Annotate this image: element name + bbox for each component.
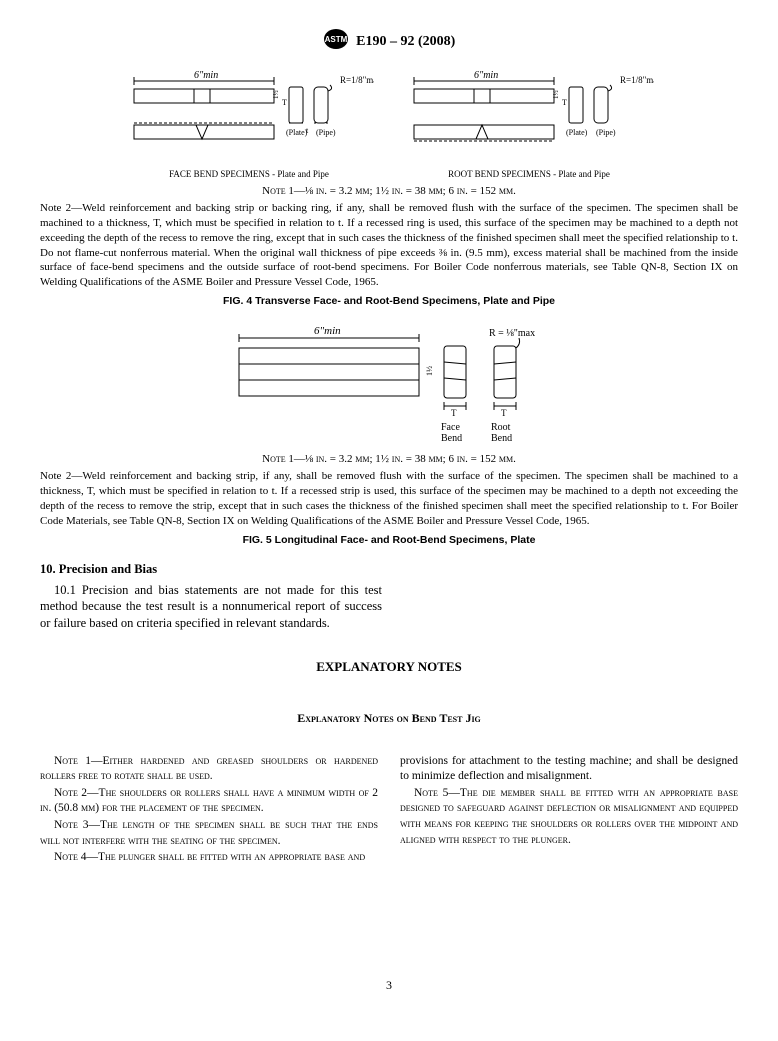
expl-note-5: Note 5—The die member shall be fitted wi… — [400, 786, 738, 848]
explanatory-subtitle: Explanatory Notes on Bend Test Jig — [40, 710, 738, 726]
explanatory-left: Note 1—Either hardened and greased shoul… — [40, 754, 378, 867]
svg-text:1½: 1½ — [552, 90, 560, 99]
svg-text:T: T — [562, 98, 567, 107]
fig5-note1: Note 1—⅛ in. = 3.2 mm; 1½ in. = 38 mm; 6… — [40, 452, 738, 467]
fig5-r: R = ⅛"max — [489, 328, 535, 339]
svg-text:1½: 1½ — [272, 90, 280, 99]
fig4-r-label: R=1/8"max — [340, 75, 374, 85]
svg-text:T: T — [451, 408, 457, 418]
astm-logo-icon: ASTM — [323, 28, 349, 57]
doc-header: ASTM E190 – 92 (2008) — [40, 28, 738, 57]
svg-text:1½: 1½ — [425, 366, 434, 376]
svg-text:Bend: Bend — [441, 433, 462, 444]
svg-text:(Plate): (Plate) — [566, 128, 588, 137]
fig4-right: 6"min R=1/8"max T (Plate) (Pipe) 1½ ROOT… — [404, 67, 654, 180]
fig5-root: Root — [491, 422, 511, 433]
fig4-pipe: (Pipe) — [316, 128, 336, 137]
fig4-note2: Note 2—Weld reinforcement and backing st… — [40, 201, 738, 290]
doc-designation: E190 – 92 (2008) — [356, 33, 455, 52]
fig4-left-dim: 6"min — [194, 70, 218, 81]
explanatory-title: EXPLANATORY NOTES — [40, 658, 738, 676]
fig5-note2: Note 2—Weld reinforcement and backing st… — [40, 469, 738, 528]
section-10-para: 10.1 Precision and bias statements are n… — [40, 582, 382, 633]
fig5-face: Face — [441, 422, 460, 433]
expl-note-2: Note 2—The shoulders or rollers shall ha… — [40, 786, 378, 817]
page-number: 3 — [40, 977, 738, 993]
svg-text:R=1/8"max: R=1/8"max — [620, 75, 654, 85]
expl-note-4: Note 4—The plunger shall be fitted with … — [40, 850, 378, 866]
svg-text:T: T — [501, 408, 507, 418]
expl-note-1: Note 1—Either hardened and greased shoul… — [40, 754, 378, 785]
fig5-diagram: 6"min R = ⅛"max T T 1½ Face Bend — [40, 318, 738, 448]
fig4-left: 6"min R=1/8"max T t (Plate) (Pipe) 1½ — [124, 67, 374, 180]
fig5-dim: 6"min — [314, 325, 341, 337]
fig4-right-caption: ROOT BEND SPECIMENS - Plate and Pipe — [404, 168, 654, 180]
fig4-left-caption: FACE BEND SPECIMENS - Plate and Pipe — [124, 168, 374, 180]
svg-text:Bend: Bend — [491, 433, 512, 444]
svg-text:6"min: 6"min — [474, 70, 498, 81]
fig5-title: FIG. 5 Longitudinal Face- and Root-Bend … — [40, 533, 738, 547]
fig4-title: FIG. 4 Transverse Face- and Root-Bend Sp… — [40, 294, 738, 308]
explanatory-columns: Note 1—Either hardened and greased shoul… — [40, 754, 738, 867]
section-10-head: 10. Precision and Bias — [40, 561, 738, 578]
fig4-diagrams: 6"min R=1/8"max T t (Plate) (Pipe) 1½ — [40, 67, 738, 180]
svg-text:ASTM: ASTM — [324, 35, 347, 44]
expl-note-4-cont: provisions for attachment to the testing… — [400, 754, 738, 785]
explanatory-right: provisions for attachment to the testing… — [400, 754, 738, 867]
fig4-note1: Note 1—⅛ in. = 3.2 mm; 1½ in. = 38 mm; 6… — [40, 184, 738, 199]
fig4-plate: (Plate) — [286, 128, 308, 137]
svg-text:(Pipe): (Pipe) — [596, 128, 616, 137]
expl-note-3: Note 3—The length of the specimen shall … — [40, 818, 378, 849]
svg-text:T: T — [282, 98, 287, 107]
